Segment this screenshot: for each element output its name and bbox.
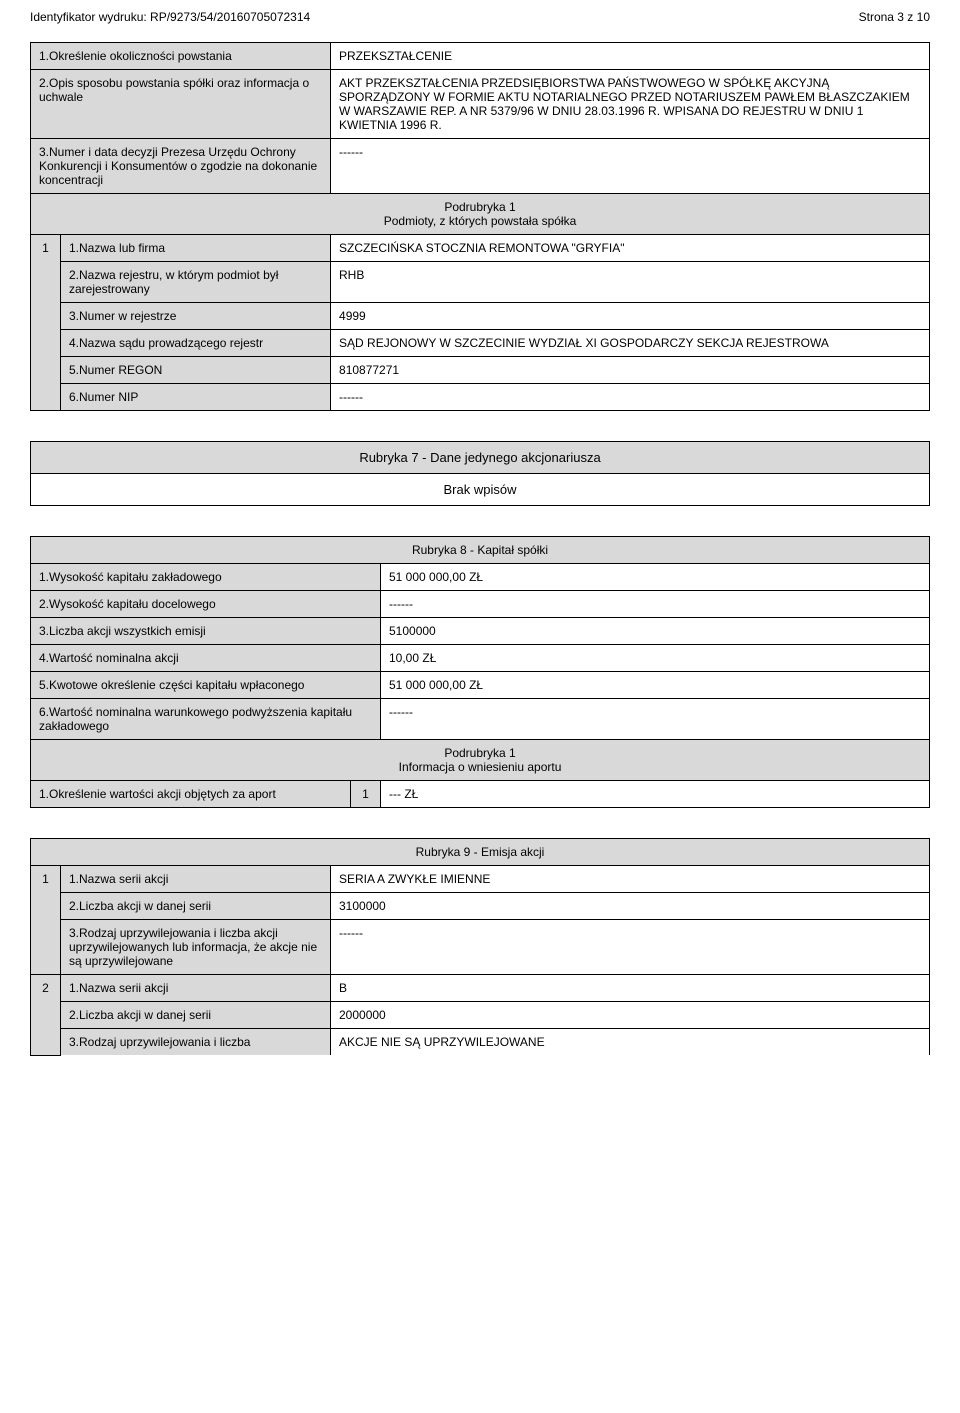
series1-index: 1 — [31, 866, 61, 975]
entity-r6-label: 6.Numer NIP — [61, 384, 331, 411]
s2-r1-label: 1.Nazwa serii akcji — [61, 975, 331, 1002]
s1-r3-value: ------ — [331, 920, 930, 975]
origin-r3-value: ------ — [331, 139, 930, 194]
entity-r1-label: 1.Nazwa lub firma — [61, 235, 331, 262]
rub8-r1-label: 1.Wysokość kapitału zakładowego — [31, 564, 381, 591]
entity-index: 1 — [31, 235, 61, 411]
s1-r3-label: 3.Rodzaj uprzywilejowania i liczba akcji… — [61, 920, 331, 975]
rubryka8-table: Rubryka 8 - Kapitał spółki 1.Wysokość ka… — [30, 536, 930, 808]
rubryka7-empty: Brak wpisów — [31, 474, 930, 506]
aport-label: 1.Określenie wartości akcji objętych za … — [31, 781, 351, 808]
aport-value: --- ZŁ — [381, 781, 930, 808]
rub8-r2-label: 2.Wysokość kapitału docelowego — [31, 591, 381, 618]
print-id: Identyfikator wydruku: RP/9273/54/201607… — [30, 10, 310, 24]
rub8-r4-value: 10,00 ZŁ — [381, 645, 930, 672]
entity-r3-label: 3.Numer w rejestrze — [61, 303, 331, 330]
entity-r4-value: SĄD REJONOWY W SZCZECINIE WYDZIAŁ XI GOS… — [331, 330, 930, 357]
entity-r2-label: 2.Nazwa rejestru, w którym podmiot był z… — [61, 262, 331, 303]
rubryka9-table: Rubryka 9 - Emisja akcji 1 1.Nazwa serii… — [30, 838, 930, 1056]
podrubryka-line2: Podmioty, z których powstała spółka — [39, 214, 921, 228]
rubryka9-title: Rubryka 9 - Emisja akcji — [31, 839, 930, 866]
origin-r2-value: AKT PRZEKSZTAŁCENIA PRZEDSIĘBIORSTWA PAŃ… — [331, 70, 930, 139]
origin-r1-value: PRZEKSZTAŁCENIE — [331, 43, 930, 70]
rub8-r5-value: 51 000 000,00 ZŁ — [381, 672, 930, 699]
origin-table: 1.Określenie okoliczności powstania PRZE… — [30, 42, 930, 411]
s1-r1-value: SERIA A ZWYKŁE IMIENNE — [331, 866, 930, 893]
s1-r2-value: 3100000 — [331, 893, 930, 920]
rub8-r4-label: 4.Wartość nominalna akcji — [31, 645, 381, 672]
aport-num: 1 — [351, 781, 381, 808]
s2-r2-value: 2000000 — [331, 1002, 930, 1029]
entity-r3-value: 4999 — [331, 303, 930, 330]
s2-r1-value: B — [331, 975, 930, 1002]
rub8-r3-value: 5100000 — [381, 618, 930, 645]
s2-r2-label: 2.Liczba akcji w danej serii — [61, 1002, 331, 1029]
entity-r2-value: RHB — [331, 262, 930, 303]
series2-index: 2 — [31, 975, 61, 1056]
rubryka7-table: Rubryka 7 - Dane jedynego akcjonariusza … — [30, 441, 930, 506]
entity-r5-label: 5.Numer REGON — [61, 357, 331, 384]
s2-r3-value: AKCJE NIE SĄ UPRZYWILEJOWANE — [331, 1029, 930, 1056]
rub8-pod-title: Podrubryka 1 Informacja o wniesieniu apo… — [31, 740, 930, 781]
rub8-r6-value: ------ — [381, 699, 930, 740]
rub8-r3-label: 3.Liczba akcji wszystkich emisji — [31, 618, 381, 645]
entity-r5-value: 810877271 — [331, 357, 930, 384]
podrubryka-title: Podrubryka 1 Podmioty, z których powstał… — [31, 194, 930, 235]
rubryka8-title: Rubryka 8 - Kapitał spółki — [31, 537, 930, 564]
origin-r1-label: 1.Określenie okoliczności powstania — [31, 43, 331, 70]
s2-r3-label: 3.Rodzaj uprzywilejowania i liczba — [61, 1029, 331, 1056]
origin-r2-label: 2.Opis sposobu powstania spółki oraz inf… — [31, 70, 331, 139]
entity-r6-value: ------ — [331, 384, 930, 411]
rub8-r5-label: 5.Kwotowe określenie części kapitału wpł… — [31, 672, 381, 699]
podrubryka-line1: Podrubryka 1 — [39, 200, 921, 214]
s1-r1-label: 1.Nazwa serii akcji — [61, 866, 331, 893]
entity-r1-value: SZCZECIŃSKA STOCZNIA REMONTOWA "GRYFIA" — [331, 235, 930, 262]
page-header: Identyfikator wydruku: RP/9273/54/201607… — [30, 10, 930, 24]
rub8-r2-value: ------ — [381, 591, 930, 618]
s1-r2-label: 2.Liczba akcji w danej serii — [61, 893, 331, 920]
rub8-pod-line2: Informacja o wniesieniu aportu — [39, 760, 921, 774]
rub8-r1-value: 51 000 000,00 ZŁ — [381, 564, 930, 591]
rubryka7-title: Rubryka 7 - Dane jedynego akcjonariusza — [31, 442, 930, 474]
page-number: Strona 3 z 10 — [859, 10, 930, 24]
origin-r3-label: 3.Numer i data decyzji Prezesa Urzędu Oc… — [31, 139, 331, 194]
entity-r4-label: 4.Nazwa sądu prowadzącego rejestr — [61, 330, 331, 357]
rub8-r6-label: 6.Wartość nominalna warunkowego podwyższ… — [31, 699, 381, 740]
rub8-pod-line1: Podrubryka 1 — [39, 746, 921, 760]
